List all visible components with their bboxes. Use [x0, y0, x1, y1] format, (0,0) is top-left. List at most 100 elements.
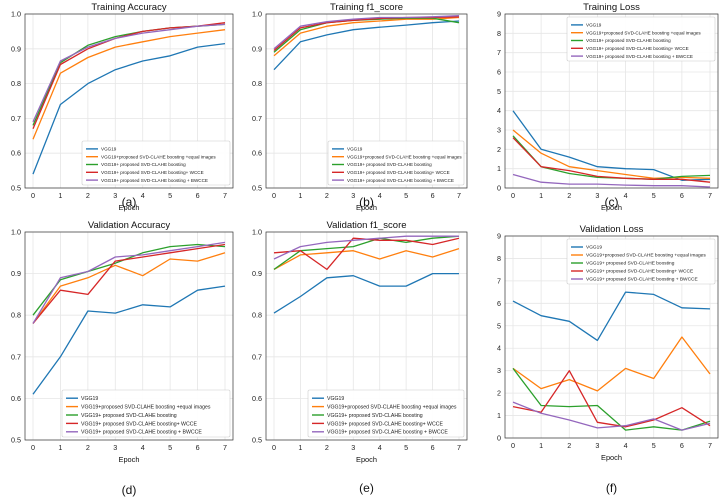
series-line-2 [512, 336, 711, 392]
x-tick-label: 7 [223, 191, 227, 200]
axes-frame [24, 231, 234, 441]
x-tick-label: 6 [431, 443, 435, 452]
legend-entry: VGG19 [586, 23, 602, 28]
chart-title: Validation f1_score [326, 220, 406, 231]
chart-panel-1: 0.5 0.6 0.7 0.8 0.9 1.0 0 1 2 3 4 5 6 7 Training Accur… [11, 2, 234, 212]
legend-entry: VGG19+ proposed SVD-CLAHE boosting [81, 413, 177, 419]
series-line-1 [273, 20, 460, 71]
series-line-5 [512, 173, 711, 188]
y-tick-label: 0.5 [252, 184, 262, 193]
legend-entry: VGG19+ proposed SVD-CLAHE boosting+ WCCE [101, 170, 204, 175]
x-tick-label: 3 [351, 443, 355, 452]
y-tick-label: 5 [497, 87, 501, 96]
x-tick-label: 4 [378, 191, 382, 200]
y-tick-label: 0.5 [11, 184, 21, 193]
legend-entry: VGG19+proposed SVD-CLAHE boosting +equal… [327, 404, 457, 410]
legend-box [327, 140, 465, 186]
legend-box [307, 389, 465, 438]
y-tick-label: 0.7 [252, 352, 262, 361]
y-tick-label: 7 [497, 276, 501, 285]
legend-entry: VGG19 [101, 147, 117, 152]
x-tick-label: 0 [272, 191, 276, 200]
x-tick-label: 2 [86, 191, 90, 200]
y-tick-label: 0.6 [11, 149, 21, 158]
y-tick-label: 2 [497, 389, 501, 398]
x-tick-label: 7 [708, 441, 712, 450]
chart-panel-6: 0 1 2 3 4 5 6 7 8 9 0 1 2 3 4 5 6 7 Validation Loss Epoch VG… [497, 224, 719, 495]
legend-box [566, 238, 716, 285]
series-line-2 [273, 16, 460, 57]
legend-entry: VGG19+ proposed SVD-CLAHE boosting [101, 162, 186, 167]
x-tick-label: 5 [168, 191, 172, 200]
x-tick-label: 1 [58, 443, 62, 452]
y-tick-label: 3 [497, 126, 501, 135]
x-tick-label: 4 [624, 441, 628, 450]
chart-title: Training Loss [583, 2, 640, 13]
x-tick-label: 5 [652, 441, 656, 450]
x-tick-label: 6 [196, 443, 200, 452]
series-line-1 [32, 285, 226, 395]
x-tick-label: 4 [141, 191, 145, 200]
chart-title: Training Accuracy [91, 2, 166, 13]
x-tick-label: 1 [58, 191, 62, 200]
x-axis-label: Epoch [119, 455, 140, 464]
y-tick-label: 1 [497, 411, 501, 420]
y-tick-label: 1 [497, 164, 501, 173]
y-tick-label: 0.5 [252, 436, 262, 445]
y-tick-label: 1.0 [11, 228, 21, 237]
series-line-4 [512, 137, 711, 183]
x-tick-label: 7 [457, 191, 461, 200]
legend-entry: VGG19+ proposed SVD-CLAHE boosting + BWC… [327, 430, 448, 436]
series-line-1 [273, 272, 459, 314]
legend-entry: VGG19+ proposed SVD-CLAHE boosting+ WCCE [327, 421, 443, 427]
legend-entry: VGG19+ proposed SVD-CLAHE boosting [586, 38, 671, 43]
x-tick-label: 3 [351, 191, 355, 200]
y-tick-label: 1.0 [11, 10, 21, 19]
x-tick-label: 5 [652, 191, 656, 200]
x-tick-label: 0 [31, 191, 35, 200]
x-tick-label: 5 [404, 191, 408, 200]
x-tick-label: 6 [680, 441, 684, 450]
series-line-5 [273, 15, 460, 50]
legend-entry: VGG19+ proposed SVD-CLAHE boosting + BWC… [101, 178, 208, 183]
y-tick-label: 0 [497, 184, 501, 193]
panel-caption: (e) [359, 481, 374, 495]
series-line-1 [512, 291, 711, 342]
y-tick-label: 0.8 [252, 311, 262, 320]
y-tick-label: 0.6 [252, 149, 262, 158]
legend-entry: VGG19+ proposed SVD-CLAHE boosting [586, 261, 675, 267]
x-tick-label: 3 [595, 441, 599, 450]
legend: VGG19 VGG19+proposed SVD-CLAHE boosting +… [307, 389, 465, 438]
x-tick-label: 6 [196, 191, 200, 200]
axes-frame [504, 235, 719, 439]
y-tick-label: 8 [497, 254, 501, 263]
legend-entry: VGG19 [586, 245, 602, 251]
x-tick-label: 4 [624, 191, 628, 200]
y-tick-label: 5 [497, 321, 501, 330]
legend-box [61, 389, 231, 438]
y-tick-label: 4 [497, 344, 501, 353]
chart-panel-4: 0.5 0.6 0.7 0.8 0.9 1.0 0 1 2 3 4 5 6 7 Validation Acc… [11, 220, 234, 497]
legend-entry: VGG19+ proposed SVD-CLAHE boosting+ WCCE [586, 46, 689, 51]
series-line-1 [32, 42, 226, 175]
axes-frame [24, 13, 234, 189]
x-tick-label: 7 [223, 443, 227, 452]
panel-caption: (a) [122, 195, 137, 209]
chart-title: Training f1_score [330, 2, 403, 13]
series-line-5 [512, 401, 711, 431]
legend-entry: VGG19+proposed SVD-CLAHE boosting +equal… [101, 154, 216, 159]
legend-entry: VGG19 [347, 147, 363, 152]
x-tick-label: 2 [567, 441, 571, 450]
x-tick-label: 1 [539, 191, 543, 200]
x-tick-label: 2 [325, 191, 329, 200]
y-tick-label: 9 [497, 10, 501, 19]
y-tick-label: 6 [497, 68, 501, 77]
y-tick-label: 0.9 [11, 44, 21, 53]
panel-caption: (b) [359, 195, 374, 209]
axes-frame [265, 231, 468, 441]
panel-caption: (d) [122, 483, 137, 497]
x-tick-label: 5 [404, 443, 408, 452]
legend: VGG19 VGG19+proposed SVD-CLAHE boosting +… [566, 16, 716, 62]
legend: VGG19 VGG19+proposed SVD-CLAHE boosting +… [327, 140, 465, 186]
legend-entry: VGG19 [327, 396, 344, 402]
